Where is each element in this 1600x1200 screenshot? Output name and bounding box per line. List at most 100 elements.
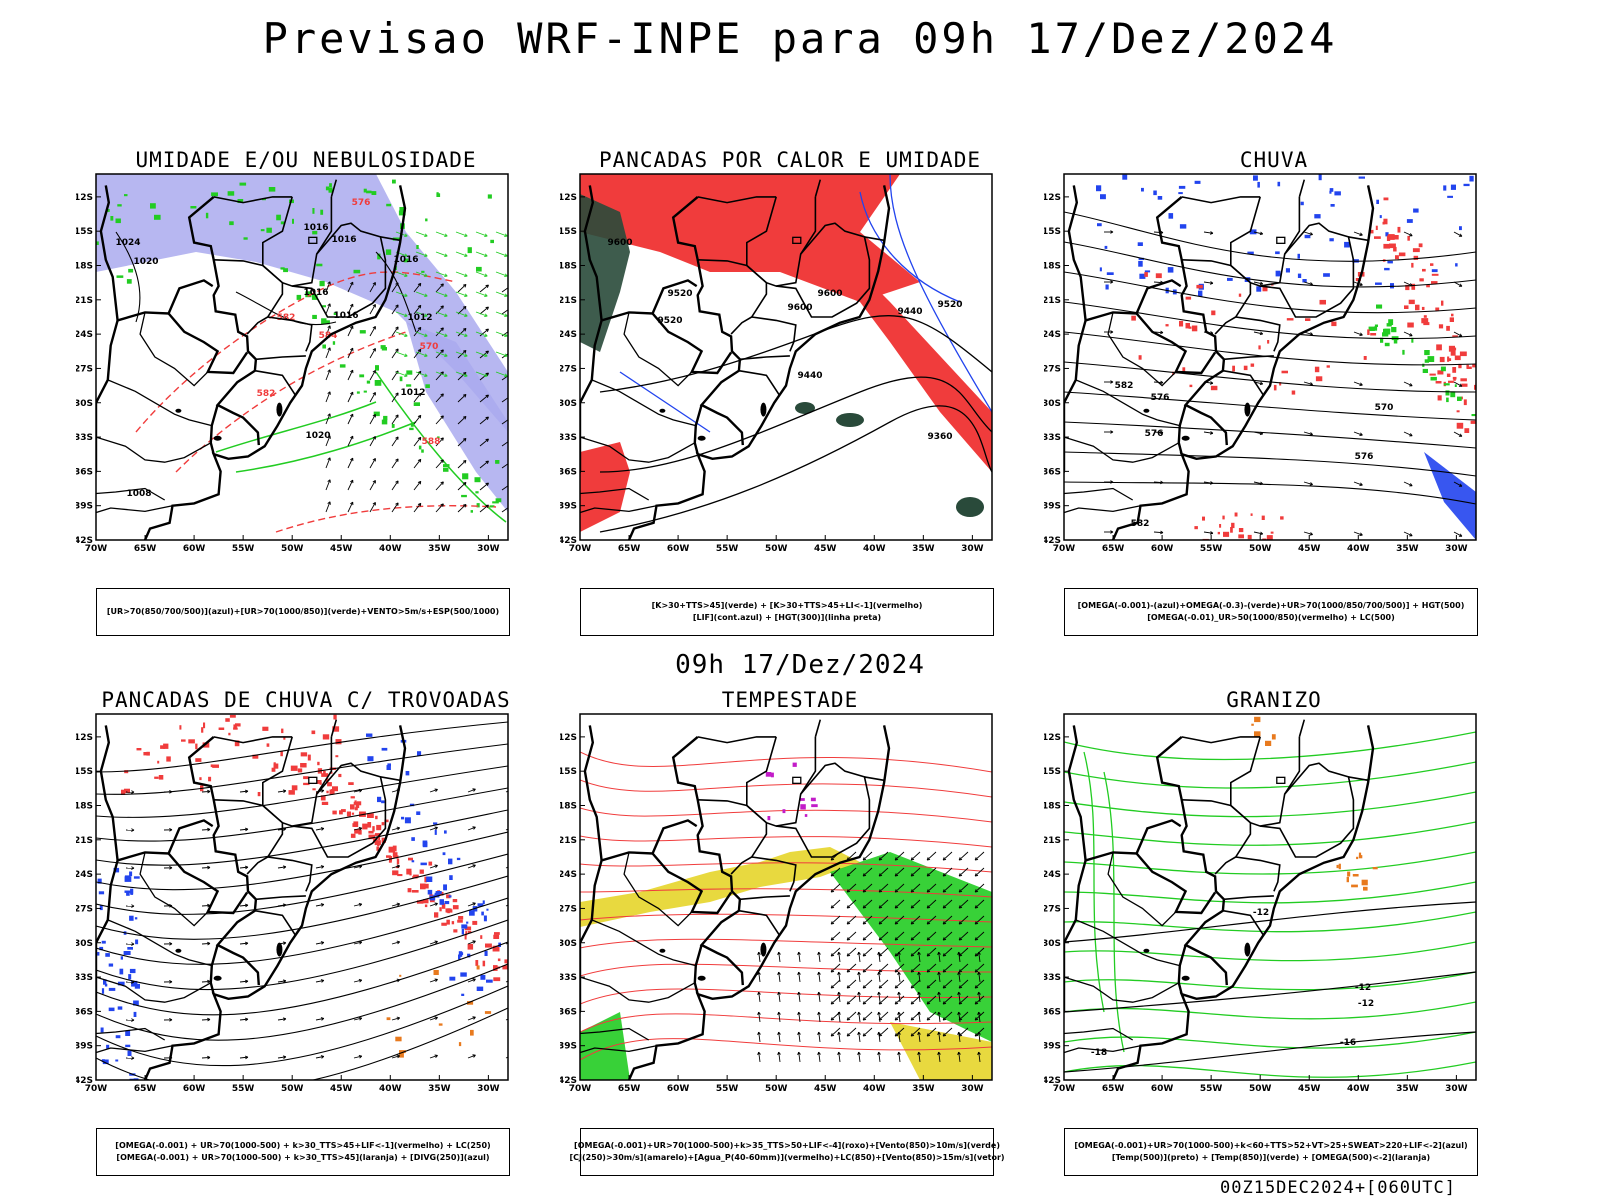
wind-vector <box>918 1012 921 1023</box>
wind-vector-head <box>358 1054 363 1059</box>
humidity-low-levels <box>461 494 467 498</box>
wind-vector <box>858 952 861 963</box>
rain-green <box>1424 359 1429 363</box>
storm-red-band <box>358 829 362 835</box>
rain-red <box>1131 315 1136 321</box>
humidity-low-levels <box>322 344 326 349</box>
rain-red <box>1470 420 1476 424</box>
lat-label: 12S <box>1044 733 1061 743</box>
wind-vector <box>858 992 861 1003</box>
omega-ascent <box>1469 175 1474 182</box>
humidity-low-levels <box>425 218 428 222</box>
storm-red <box>271 767 276 772</box>
wind-vector <box>435 351 448 357</box>
storm-red-band <box>423 899 429 904</box>
storm-red <box>290 765 298 771</box>
wind-vector <box>1153 331 1164 334</box>
pressure-contour <box>115 231 141 323</box>
wind-vector <box>1353 331 1363 336</box>
state-border <box>1235 856 1281 892</box>
wind-vector-head <box>1110 380 1114 384</box>
wind-vector-head <box>910 953 915 957</box>
rain-red <box>1423 315 1427 318</box>
contour-label: 9520 <box>667 289 692 299</box>
wind-vector <box>277 1056 286 1059</box>
wind-vector-head <box>485 438 489 442</box>
lat-label: 18S <box>1044 262 1061 272</box>
omega-ascent <box>1249 229 1257 235</box>
omega-ascent <box>1358 176 1365 179</box>
storm-red-band <box>376 824 382 831</box>
divergence-blue <box>101 988 105 994</box>
wind-vector-head <box>282 1055 287 1059</box>
storm-red-band <box>482 960 486 967</box>
omega-ascent <box>1406 219 1413 223</box>
state-border <box>213 736 293 744</box>
storm-red <box>281 728 284 734</box>
wind-vector-head <box>395 480 399 484</box>
wind-vector-head <box>396 1054 401 1059</box>
wind-vector <box>501 397 508 403</box>
wind-vector-head <box>350 281 354 286</box>
rain-red <box>1314 366 1320 373</box>
wind-vector <box>798 992 801 1003</box>
province-border <box>1107 852 1177 927</box>
wind-vector <box>429 1017 438 1021</box>
province-border <box>96 505 173 514</box>
wind-vector-head <box>777 1031 781 1036</box>
lat-label: 12S <box>76 733 93 743</box>
severe-purple <box>782 809 786 814</box>
divergence-blue <box>448 858 453 865</box>
wind-vector-head <box>396 826 401 831</box>
wind-vector <box>1303 231 1313 235</box>
wind-vector-head <box>395 414 399 418</box>
rain-red <box>1232 365 1235 372</box>
wind-vector-head <box>1409 383 1413 387</box>
wind-vector-head <box>917 1031 921 1036</box>
wind-vector <box>353 789 362 793</box>
lat-label: 24S <box>1044 870 1061 880</box>
wind-vector <box>830 899 841 909</box>
wind-vector-head <box>1209 531 1214 535</box>
rain-red <box>1383 243 1391 249</box>
rain-red <box>1250 363 1255 367</box>
wind-vector <box>457 460 467 469</box>
wind-vector-head <box>857 1011 861 1016</box>
storm-red-band <box>409 871 412 876</box>
divergence-blue <box>117 981 125 986</box>
wind-vector <box>778 1032 781 1043</box>
wind-vector <box>878 963 889 973</box>
storm-red <box>212 764 219 768</box>
storm-red-band <box>368 830 374 834</box>
divergence-blue <box>466 921 469 924</box>
lake <box>1181 435 1190 441</box>
wind-vector-head <box>862 1001 867 1005</box>
storm-red <box>158 775 164 780</box>
storm-red <box>208 776 212 782</box>
wind-vector-head <box>1259 231 1264 236</box>
lat-label: 15S <box>76 227 93 237</box>
state-border <box>1223 895 1274 901</box>
contour-label: 1016 <box>333 311 358 321</box>
divergence-blue <box>366 733 373 737</box>
wind-vector-head <box>878 985 883 989</box>
wind-vector <box>1153 281 1164 284</box>
wind-vector <box>239 980 249 983</box>
lake <box>1143 948 1150 953</box>
wind-vector <box>958 995 969 1005</box>
wind-vector <box>974 1027 985 1037</box>
border-uruguay <box>693 404 703 455</box>
rain-red <box>1375 225 1378 230</box>
lat-label: 24S <box>76 870 93 880</box>
province-border <box>107 919 212 967</box>
storm-red <box>280 751 283 757</box>
wind-vector-head <box>169 979 173 984</box>
divergence-blue <box>481 911 484 916</box>
rain-red <box>1463 399 1467 406</box>
lc850-streamline <box>580 888 992 898</box>
rain-red <box>1234 512 1238 517</box>
contour-label: 570 <box>1375 403 1394 413</box>
geography-layer <box>1064 719 1375 1080</box>
